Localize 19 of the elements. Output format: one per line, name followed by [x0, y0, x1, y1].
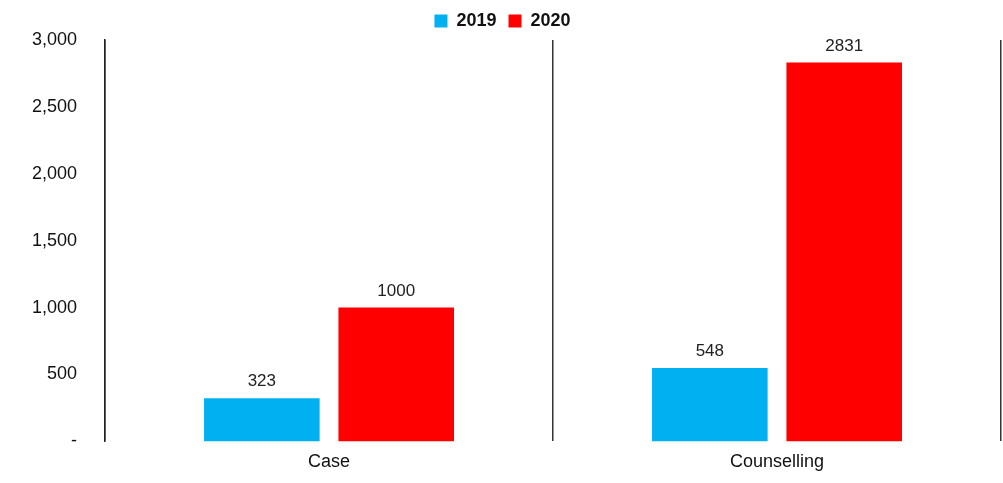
legend-label: 2019 — [456, 9, 497, 30]
data-label: 548 — [695, 341, 724, 361]
bar — [786, 62, 902, 442]
y-tick-label: 1,500 — [32, 229, 78, 250]
y-tick-label: - — [71, 430, 78, 451]
y-tick-label: 2,500 — [32, 95, 78, 116]
y-tick-label: 500 — [47, 363, 78, 384]
y-tick-label: 3,000 — [32, 28, 78, 49]
y-tick-label: 2,000 — [32, 162, 78, 183]
legend-label: 2020 — [530, 9, 571, 30]
data-label: 2831 — [825, 35, 864, 55]
data-label: 323 — [247, 371, 277, 391]
data-label: 1000 — [377, 280, 416, 300]
bar — [338, 307, 455, 442]
x-tick-label: Case — [308, 451, 351, 472]
bar — [652, 368, 768, 442]
x-tick-label: Counselling — [729, 451, 825, 472]
bar — [204, 398, 320, 442]
y-tick-label: 1,000 — [32, 296, 78, 317]
